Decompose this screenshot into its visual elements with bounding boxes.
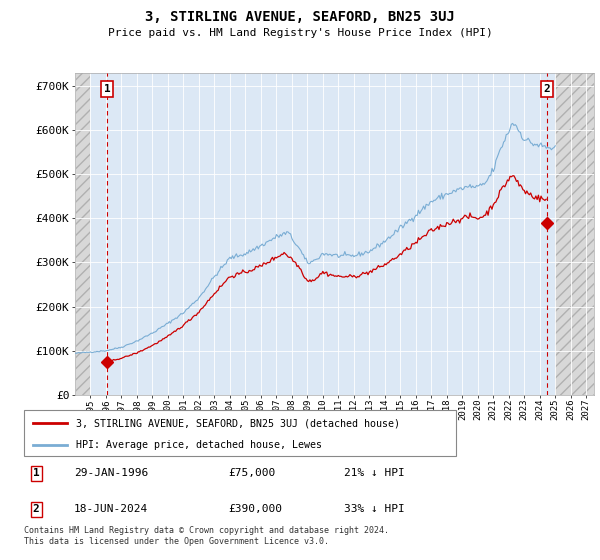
- Text: 3, STIRLING AVENUE, SEAFORD, BN25 3UJ: 3, STIRLING AVENUE, SEAFORD, BN25 3UJ: [145, 10, 455, 24]
- Text: 29-JAN-1996: 29-JAN-1996: [74, 468, 148, 478]
- Text: 21% ↓ HPI: 21% ↓ HPI: [344, 468, 405, 478]
- Text: 3, STIRLING AVENUE, SEAFORD, BN25 3UJ (detached house): 3, STIRLING AVENUE, SEAFORD, BN25 3UJ (d…: [76, 418, 400, 428]
- Text: 2: 2: [544, 84, 550, 94]
- Text: £390,000: £390,000: [228, 505, 282, 515]
- Text: £75,000: £75,000: [228, 468, 275, 478]
- Bar: [555, 73, 594, 395]
- Text: 33% ↓ HPI: 33% ↓ HPI: [344, 505, 405, 515]
- Bar: [75, 73, 91, 395]
- Text: Price paid vs. HM Land Registry's House Price Index (HPI): Price paid vs. HM Land Registry's House …: [107, 28, 493, 38]
- Text: Contains HM Land Registry data © Crown copyright and database right 2024.
This d: Contains HM Land Registry data © Crown c…: [24, 526, 389, 546]
- Text: 1: 1: [33, 468, 40, 478]
- Text: 18-JUN-2024: 18-JUN-2024: [74, 505, 148, 515]
- Text: HPI: Average price, detached house, Lewes: HPI: Average price, detached house, Lewe…: [76, 440, 322, 450]
- Text: 2: 2: [33, 505, 40, 515]
- Text: 1: 1: [104, 84, 110, 94]
